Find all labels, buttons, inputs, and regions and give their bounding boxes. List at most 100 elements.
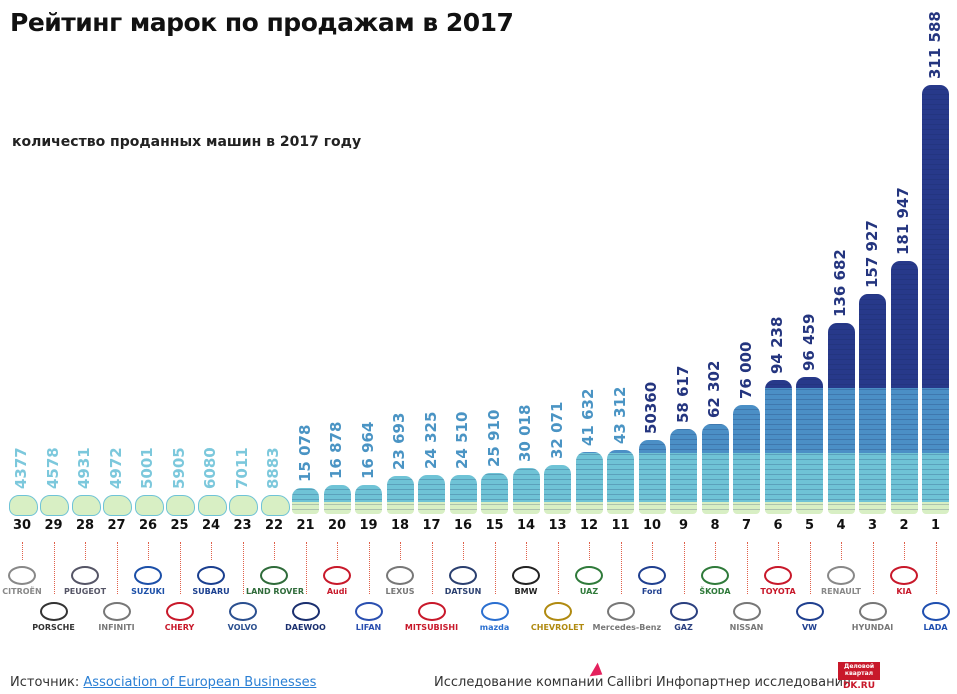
value-label: 76 000 [736, 341, 755, 400]
value-label: 30 018 [516, 404, 534, 462]
rank-label: 5 [804, 518, 815, 533]
value-label: 58 617 [673, 365, 692, 423]
brand-name: GAZ [674, 623, 693, 632]
brand-emblem-icon [827, 566, 855, 585]
brand-emblem-icon [71, 566, 99, 585]
rank-label: 29 [44, 518, 63, 533]
brand-emblem-icon [764, 566, 792, 585]
brand-name: Audi [326, 587, 348, 596]
rank-label: 22 [264, 518, 284, 533]
connector-line [305, 542, 307, 594]
brand-emblem-icon [165, 602, 194, 621]
brand-name: CITROËN [2, 587, 42, 596]
rank-label: 9 [678, 518, 689, 533]
value-label: 24 325 [421, 411, 440, 470]
brand-emblem-icon [638, 566, 666, 585]
rank-label: 25 [170, 518, 189, 533]
bar-datsun [449, 475, 477, 514]
source: Источник: Association of European Busine… [10, 675, 316, 690]
connector-line [746, 542, 748, 594]
brand-name: LIFAN [355, 623, 382, 632]
connector-line [778, 542, 779, 560]
brand-emblem-icon [417, 602, 446, 621]
brand-name: DAEWOO [285, 623, 326, 632]
brand-emblem-icon [386, 566, 414, 585]
brand-emblem-icon [795, 602, 824, 621]
connector-line [53, 542, 55, 594]
source-link[interactable]: Association of European Businesses [83, 675, 317, 690]
callibri-logo: Callibri [607, 675, 653, 690]
connector-line [494, 542, 496, 594]
brand-emblem-icon [575, 566, 603, 585]
brand-name: LADA [923, 623, 948, 632]
brand-emblem-icon [480, 602, 509, 621]
value-label: 15 078 [295, 424, 314, 482]
brand-logo: BMW [498, 566, 554, 596]
bar-mercedes-benz [607, 449, 634, 514]
rank-label: 20 [327, 518, 347, 533]
bar-land-rover [260, 495, 290, 516]
bar-ford [638, 440, 666, 514]
brand-logo: CHEVROLET [530, 602, 586, 632]
rank-label: 16 [453, 518, 473, 533]
brand-emblem-icon [669, 602, 698, 621]
rank-label: 14 [516, 518, 536, 533]
brand-logo: NISSAN [719, 602, 775, 632]
connector-line [652, 542, 653, 560]
brand-logo: CHERY [152, 602, 208, 632]
connector-line [116, 542, 118, 594]
bar-layers [355, 485, 382, 514]
brand-emblem-icon [512, 566, 540, 585]
brand-emblem-icon [228, 602, 257, 621]
bar-layers [859, 294, 886, 514]
rank-label: 28 [75, 518, 95, 533]
brand-logo: PORSCHE [26, 602, 82, 632]
brand-name: BMW [514, 587, 538, 596]
value-label: 136 682 [831, 248, 849, 317]
connector-line [179, 542, 181, 594]
brand-name: SUBARU [192, 587, 230, 596]
bar-layers [701, 423, 729, 514]
brand-emblem-icon [701, 566, 729, 585]
connector-line [337, 542, 338, 560]
bar-mitsubishi [418, 475, 445, 514]
brand-name: mazda [479, 623, 510, 632]
connector-line [400, 542, 401, 560]
bar-layers [292, 487, 319, 514]
dk-url: DK.RU [842, 681, 876, 691]
value-label: 32 071 [547, 401, 566, 459]
connector-line [904, 542, 905, 560]
research-label: Исследование компании [434, 675, 604, 690]
brand-logo: RENAULT [813, 566, 869, 596]
partner-label: Инфопартнер исследования [656, 675, 851, 690]
connector-line [22, 542, 23, 560]
brand-logo: Audi [309, 566, 365, 596]
brand-logo: UAZ [561, 566, 617, 596]
brand-logo: MITSUBISHI [404, 602, 460, 632]
source-label: Источник: [10, 675, 80, 690]
bar-infiniti [103, 495, 132, 516]
brand-name: VW [801, 623, 817, 632]
brand-name: VOLVO [227, 623, 258, 632]
bar-layers [890, 261, 918, 514]
value-label: 41 632 [579, 388, 597, 446]
rank-label: 23 [233, 518, 252, 533]
bar-gaz [670, 428, 697, 514]
value-label: 25 910 [484, 409, 503, 468]
bar-layers [418, 475, 445, 514]
value-label: 5905 [169, 447, 188, 489]
value-label: 8883 [264, 447, 282, 489]
brand-logo: VW [782, 602, 838, 632]
rank-label: 26 [138, 518, 158, 533]
bar-layers [575, 451, 603, 514]
connector-line [715, 542, 716, 560]
brand-emblem-icon [134, 566, 162, 585]
bar-lada [922, 85, 949, 514]
brand-name: NISSAN [729, 623, 764, 632]
brand-logo: CITROËN [0, 566, 50, 596]
brand-emblem-icon [449, 566, 477, 585]
value-label: 94 238 [768, 317, 786, 375]
bar-peugeot [71, 495, 101, 516]
bar-layers [796, 377, 823, 514]
